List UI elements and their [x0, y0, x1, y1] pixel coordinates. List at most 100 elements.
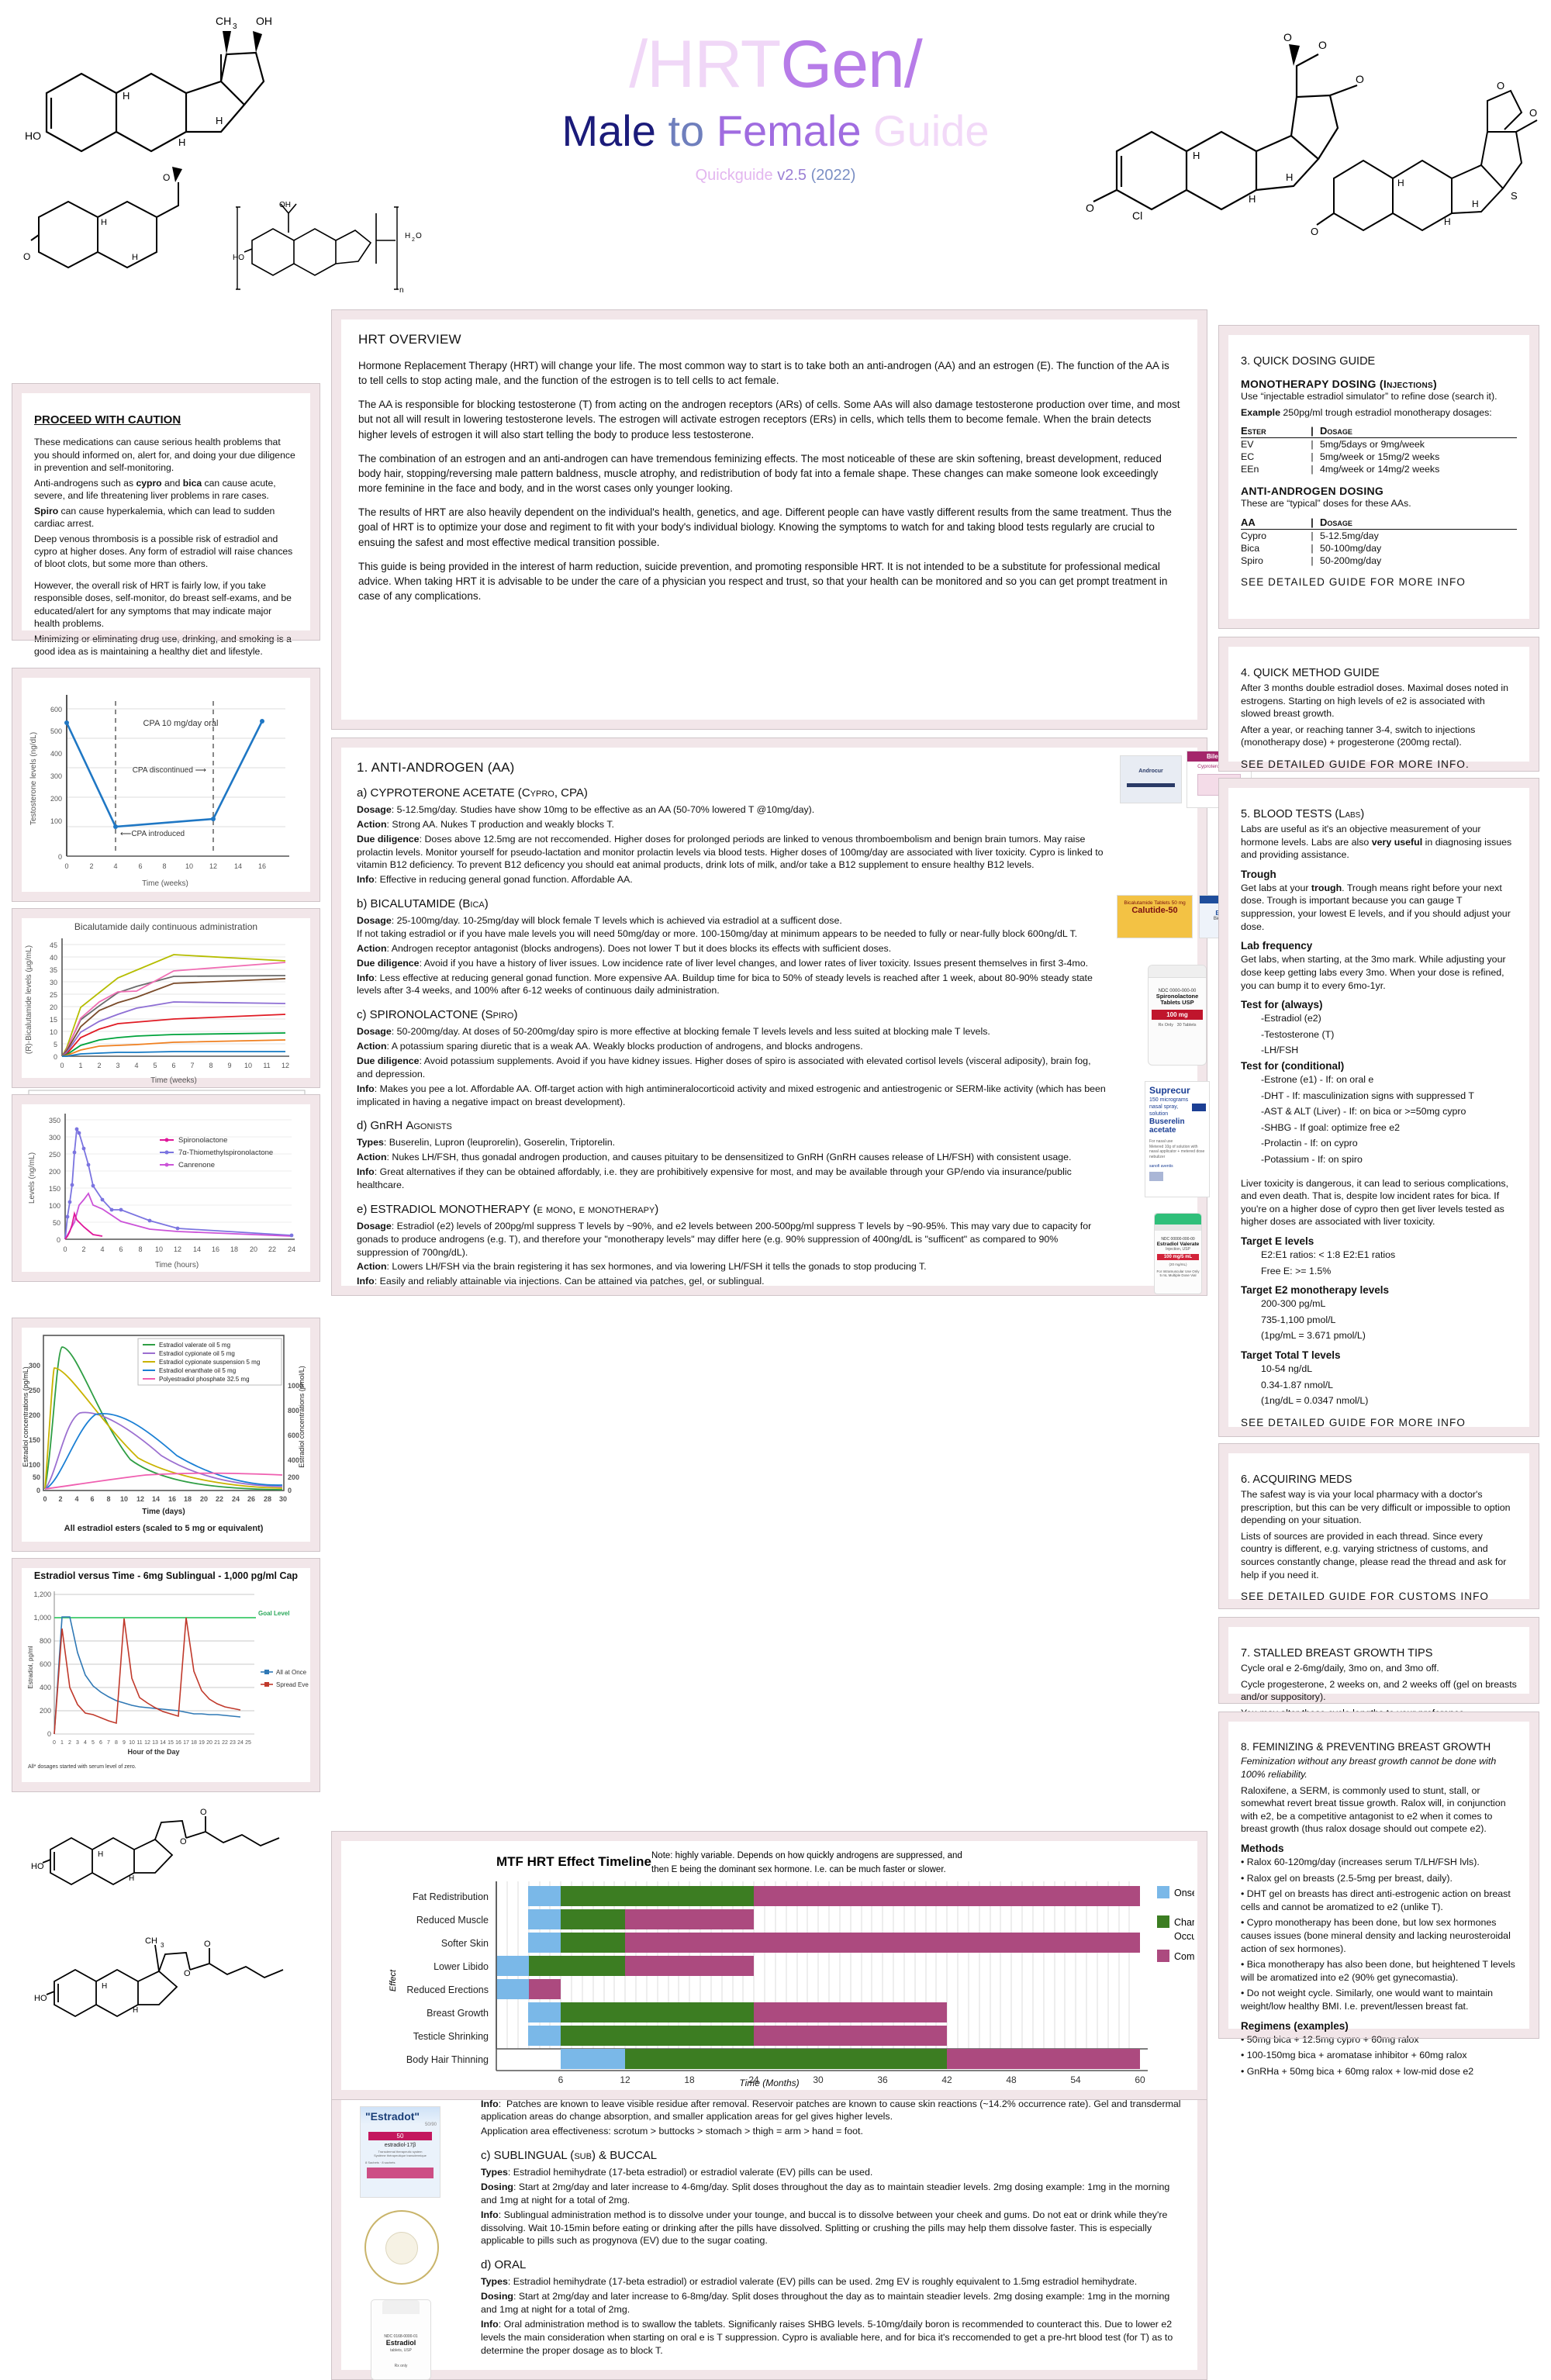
svg-text:500: 500 — [50, 727, 62, 735]
e-line-info: Info: Oral administration method is to s… — [481, 2318, 1173, 2356]
svg-text:10: 10 — [155, 1245, 163, 1253]
svg-text:4: 4 — [134, 1062, 138, 1069]
labs-target-e2-item: (1pg/mL = 3.671 pmol/L) — [1261, 1330, 1366, 1342]
svg-text:S: S — [1511, 190, 1518, 202]
svg-text:400: 400 — [50, 750, 62, 758]
svg-text:22: 22 — [268, 1245, 276, 1253]
caution-paragraph: Anti-androgens such as cypro and bica ca… — [34, 477, 276, 501]
estradiol-molecule-diagram: HO CH 3 OH H H H — [23, 8, 310, 202]
caution-paragraph: These medications can cause serious heal… — [34, 437, 295, 473]
svg-text:0: 0 — [47, 1730, 51, 1738]
feminizing-regimen-item: • 50mg bica + 12.5mg cypro + 60mg ralox — [1241, 2033, 1419, 2045]
cpa-annotation-discontinued: CPA discontinued ⟶ — [133, 766, 206, 775]
stalled-heading: 7. STALLED BREAST GROWTH TIPS — [1241, 1647, 1433, 1660]
esters-legend-item: Estradiol enanthate oil 5 mg — [159, 1367, 236, 1374]
svg-text:24: 24 — [288, 1245, 295, 1253]
method-see-detailed: SEE DETAILED GUIDE FOR MORE INFO. — [1241, 758, 1470, 771]
overview-paragraph: The results of HRT are also heavily depe… — [358, 506, 1172, 548]
table-row: EC | 5mg/week or 15mg/2 weeks — [1241, 451, 1517, 463]
sublingual-goal-label: Goal Level — [258, 1610, 289, 1617]
version-quickguide: Quickguide — [695, 166, 778, 184]
estradiol-benzoate-molecule-diagram: HO O O CH 3 H H — [31, 1915, 310, 2047]
ester-dosage-table: Ester | Dosage EV | 5mg/5days or 9mg/week … — [1241, 424, 1517, 475]
svg-text:6: 6 — [138, 862, 142, 870]
table-row: EEn | 4mg/week or 14mg/2 weeks — [1241, 463, 1517, 475]
timeline-category-label: Reduced Erections — [406, 1984, 489, 1995]
page-header: HO CH 3 OH H H H O O H H — [0, 0, 1551, 310]
svg-text:0: 0 — [58, 853, 62, 861]
product-androcur-image: Androcur — [1120, 755, 1182, 803]
e-line-info: Info: Sublingual administration method i… — [481, 2209, 1168, 2247]
labs-target-e2-item: 735-1,100 pmol/L — [1261, 1314, 1336, 1325]
caution-paragraph: Minimizing or eliminating drug use, drin… — [34, 633, 292, 657]
acquiring-meds-panel: 6. ACQUIRING MEDS The safest way is via … — [1218, 1443, 1539, 1609]
aa-line-dosage: Dosage: 5-12.5mg/day. Studies have show … — [357, 804, 815, 815]
timeline-bar-body-hair-thinning-bars — [561, 2049, 1140, 2069]
mono-dosing-example: Example 250pg/ml trough estradiol monoth… — [1241, 406, 1517, 420]
aa-line-diligence: Due diligence: Avoid potassium supplemen… — [357, 1055, 1091, 1079]
aa-line-action: Action: Strong AA. Nukes T production an… — [357, 818, 614, 830]
feminizing-regimens-heading: Regimens (examples) — [1241, 2019, 1349, 2032]
aa-heading: 1. ANTI-ANDROGEN (AA) — [357, 760, 515, 775]
aa-item-title: e) ESTRADIOL MONOTHERAPY (e mono, e mono… — [357, 1202, 659, 1216]
svg-text:11: 11 — [136, 1740, 142, 1746]
svg-text:0: 0 — [53, 1740, 56, 1746]
timeline-xtick: 36 — [877, 2074, 888, 2085]
timeline-ylabel: Effect — [389, 1969, 398, 1991]
svg-text:1,000: 1,000 — [33, 1614, 51, 1622]
svg-text:9: 9 — [123, 1740, 126, 1746]
labs-conditional-item: -Potassium - If: on spiro — [1261, 1154, 1363, 1165]
svg-text:7: 7 — [107, 1740, 110, 1746]
labs-target-e-heading: Target E levels — [1241, 1235, 1314, 1248]
svg-text:O: O — [163, 172, 170, 183]
labs-always-item: -Estradiol (e2) — [1261, 1013, 1321, 1024]
overview-paragraph: The AA is responsible for blocking testo… — [358, 399, 1180, 440]
svg-text:10: 10 — [185, 862, 193, 870]
svg-text:0: 0 — [57, 1236, 60, 1244]
svg-text:18: 18 — [191, 1740, 197, 1746]
method-paragraph: After a year, or reaching tanner 3-4, sw… — [1241, 724, 1476, 748]
svg-text:10: 10 — [244, 1062, 252, 1069]
svg-text:H: H — [132, 253, 138, 262]
svg-text:4: 4 — [100, 1245, 104, 1253]
quick-dosing-guide-panel: 3. QUICK DOSING GUIDE MONOTHERAPY DOSING… — [1218, 325, 1539, 629]
sublingual-estradiol-chart: Estradiol versus Time - 6mg Sublingual -… — [12, 1558, 320, 1792]
spiro-xlabel: Time (hours) — [155, 1261, 199, 1269]
svg-text:1000: 1000 — [288, 1382, 303, 1390]
svg-text:13: 13 — [152, 1740, 158, 1746]
svg-text:2: 2 — [81, 1245, 85, 1253]
cpa-xlabel: Time (weeks) — [142, 879, 188, 888]
timeline-title: MTF HRT Effect Timeline — [496, 1854, 651, 1869]
svg-text:22: 22 — [222, 1740, 228, 1746]
sublingual-xlabel: Hour of the Day — [127, 1748, 179, 1756]
svg-text:O: O — [416, 232, 422, 240]
svg-text:20: 20 — [206, 1740, 212, 1746]
dosing-see-detailed: SEE DETAILED GUIDE FOR MORE INFO — [1241, 575, 1466, 588]
svg-text:O: O — [1356, 73, 1364, 85]
aa-line-info: Info: Easily and reliably attainable via… — [357, 1276, 765, 1287]
aa-dose: 50-100mg/day — [1320, 542, 1382, 554]
feminizing-body: Raloxifene, a SERM, is commonly used to … — [1241, 1784, 1506, 1835]
timeline-bar-lower-libido — [496, 1956, 754, 1976]
aa-line-dosage: Dosage: 50-200mg/day. At doses of 50-200… — [357, 1026, 990, 1038]
spiro-ylabel: Levels (ng/mL) — [28, 1152, 36, 1204]
svg-text:300: 300 — [49, 1134, 60, 1142]
svg-text:0: 0 — [288, 1487, 292, 1494]
feminizing-italic: Feminization without any breast growth c… — [1241, 1756, 1497, 1780]
svg-text:17: 17 — [183, 1740, 189, 1746]
overview-paragraph: This guide is being provided in the inte… — [358, 560, 1168, 603]
svg-text:8: 8 — [209, 1062, 212, 1069]
acquiring-paragraph: The safest way is via your local pharmac… — [1241, 1489, 1511, 1526]
svg-text:O: O — [204, 1940, 211, 1949]
svg-text:O: O — [200, 1808, 207, 1817]
e-line-application: Application area effectiveness: scrotum … — [481, 2126, 863, 2137]
version-year: (2022) — [810, 166, 856, 184]
svg-text:100: 100 — [50, 817, 62, 825]
version-number: v2.5 — [777, 166, 811, 184]
product-calutide-image: Bicalutamide Tablets 50 mg Calutide-50 — [1117, 895, 1193, 938]
timeline-category-label: Lower Libido — [434, 1961, 489, 1972]
svg-text:O: O — [1283, 31, 1292, 43]
cpa-ylabel: Testosterone levels (ng/dL) — [29, 732, 38, 825]
svg-text:OH: OH — [256, 15, 272, 27]
svg-text:H: H — [1397, 178, 1404, 188]
